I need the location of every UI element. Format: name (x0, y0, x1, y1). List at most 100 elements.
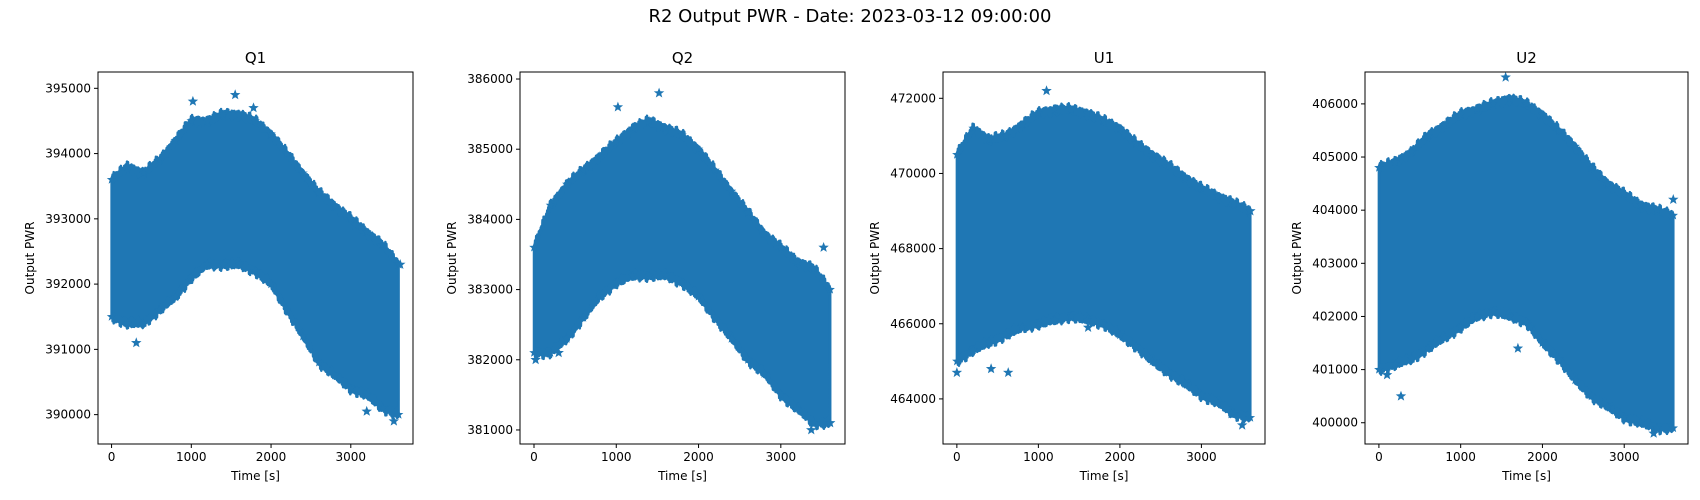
data-marker (529, 347, 539, 357)
data-marker (1521, 316, 1531, 326)
x-tick-label: 3000 (336, 450, 367, 464)
data-marker (677, 130, 687, 140)
outlier-marker (1668, 194, 1679, 204)
data-marker (1472, 104, 1482, 114)
subplot-title: Q2 (672, 49, 693, 67)
y-tick-label: 405000 (1312, 150, 1358, 164)
x-tick-label: 3000 (1609, 450, 1640, 464)
data-marker (393, 409, 404, 419)
x-axis-label: Time [s] (657, 469, 707, 483)
data-marker (1586, 391, 1597, 401)
data-marker (1374, 364, 1384, 374)
outlier-marker (553, 347, 564, 358)
data-marker (595, 291, 605, 301)
data-marker (1505, 93, 1515, 103)
y-tick-label: 392000 (45, 277, 91, 291)
data-marker (1488, 98, 1499, 108)
data-marker (952, 149, 962, 159)
x-tick-label: 0 (1375, 450, 1383, 464)
data-marker (377, 239, 388, 249)
y-axis-label: Output PWR (23, 222, 37, 295)
data-marker (529, 242, 539, 252)
outlier-marker (187, 95, 199, 106)
data-marker (595, 151, 605, 161)
data-marker (218, 109, 228, 119)
data-marker (106, 174, 117, 184)
data-marker (1603, 401, 1613, 411)
data-marker (1603, 178, 1613, 188)
data-marker (186, 115, 197, 125)
data-marker (250, 266, 260, 276)
data-marker (545, 200, 556, 210)
data-marker (1570, 141, 1580, 151)
data-marker (218, 259, 228, 269)
data-marker (106, 311, 117, 321)
data-marker (743, 354, 753, 364)
data-marker (330, 200, 340, 210)
data-marker (792, 403, 802, 413)
data-marker (1066, 311, 1076, 321)
data-marker (1472, 311, 1482, 321)
x-tick-label: 2000 (1527, 450, 1558, 464)
data-marker (1668, 423, 1678, 433)
data-marker (1390, 359, 1400, 369)
y-tick-label: 403000 (1312, 256, 1358, 270)
y-tick-label: 382000 (467, 353, 513, 367)
data-marker (138, 318, 149, 328)
data-marker (202, 259, 212, 269)
outlier-marker (530, 354, 541, 365)
data-marker (1521, 98, 1531, 108)
data-marker (693, 144, 704, 154)
outlier-marker (806, 424, 817, 435)
subplot-q1: 0 1000 2000 3000 390000 391000 392000 393000 394… (23, 49, 414, 483)
series-band (110, 107, 400, 420)
data-marker (1619, 189, 1629, 199)
data-marker (1017, 322, 1027, 332)
axes-frame (97, 71, 414, 445)
data-marker (968, 345, 978, 355)
x-tick-label: 0 (108, 450, 116, 464)
subplot-u1: 0 1000 2000 3000 464000 466000 468000 470000 472… (868, 49, 1266, 483)
data-marker (1668, 210, 1678, 220)
axes-frame (519, 71, 846, 445)
outlier-marker (248, 102, 259, 113)
x-tick-label: 3000 (1186, 450, 1217, 464)
series-band (1377, 93, 1675, 436)
x-tick-label: 1000 (176, 450, 207, 464)
outlier-marker (1003, 367, 1014, 378)
x-tick-label: 0 (953, 450, 961, 464)
outlier-marker (388, 415, 400, 426)
subplot-u2: 0 1000 2000 3000 400000 401000 402000 403000 404… (1290, 49, 1689, 483)
data-marker (1505, 311, 1515, 321)
data-marker (726, 186, 737, 196)
data-marker (266, 129, 276, 138)
data-marker (710, 165, 720, 175)
y-tick-label: 385000 (467, 142, 513, 156)
data-marker (1131, 341, 1141, 351)
x-axis-label: Time [s] (1079, 469, 1129, 483)
data-marker (1635, 417, 1646, 427)
data-marker (1147, 149, 1158, 159)
series-band (532, 114, 832, 431)
outlier-marker (653, 87, 665, 98)
data-marker (1390, 157, 1400, 167)
data-marker (1374, 162, 1384, 172)
y-tick-label: 383000 (467, 283, 513, 297)
data-marker (170, 292, 181, 302)
data-marker (743, 207, 753, 217)
subplot-title: U1 (1094, 49, 1115, 67)
data-marker (759, 368, 770, 378)
plot-area (529, 87, 836, 435)
outlier-marker (361, 405, 372, 416)
data-marker (1213, 397, 1223, 407)
data-marker (1554, 125, 1564, 135)
data-marker (677, 277, 687, 287)
data-marker (1049, 104, 1060, 114)
data-marker (578, 312, 589, 322)
data-marker (1180, 378, 1190, 388)
y-axis-label: Output PWR (868, 222, 882, 295)
outlier-marker (1500, 72, 1511, 82)
data-marker (1245, 412, 1256, 422)
data-marker (825, 284, 835, 294)
axes-frame (1364, 71, 1689, 445)
